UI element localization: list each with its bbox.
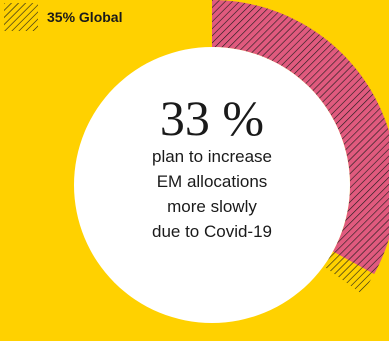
- caption-line-1: plan to increase: [151, 147, 273, 166]
- arc-segment-33: [212, 0, 389, 275]
- donut-arcs: [212, 0, 389, 294]
- arc-segment-global-remainder: [323, 251, 375, 294]
- caption-line-3: more slowly: [167, 197, 257, 216]
- legend: 35% Global: [4, 3, 122, 31]
- legend-swatch-global: [4, 3, 38, 31]
- center-text: 33 % plan to increase EM allocations mor…: [72, 92, 352, 244]
- center-caption: plan to increase EM allocations more slo…: [72, 144, 352, 244]
- center-value: 33 %: [159, 90, 265, 146]
- legend-label-global: 35% Global: [47, 9, 123, 25]
- caption-line-2: EM allocations: [156, 172, 268, 191]
- center-disc: [74, 47, 350, 323]
- caption-line-4: due to Covid-19: [151, 222, 273, 241]
